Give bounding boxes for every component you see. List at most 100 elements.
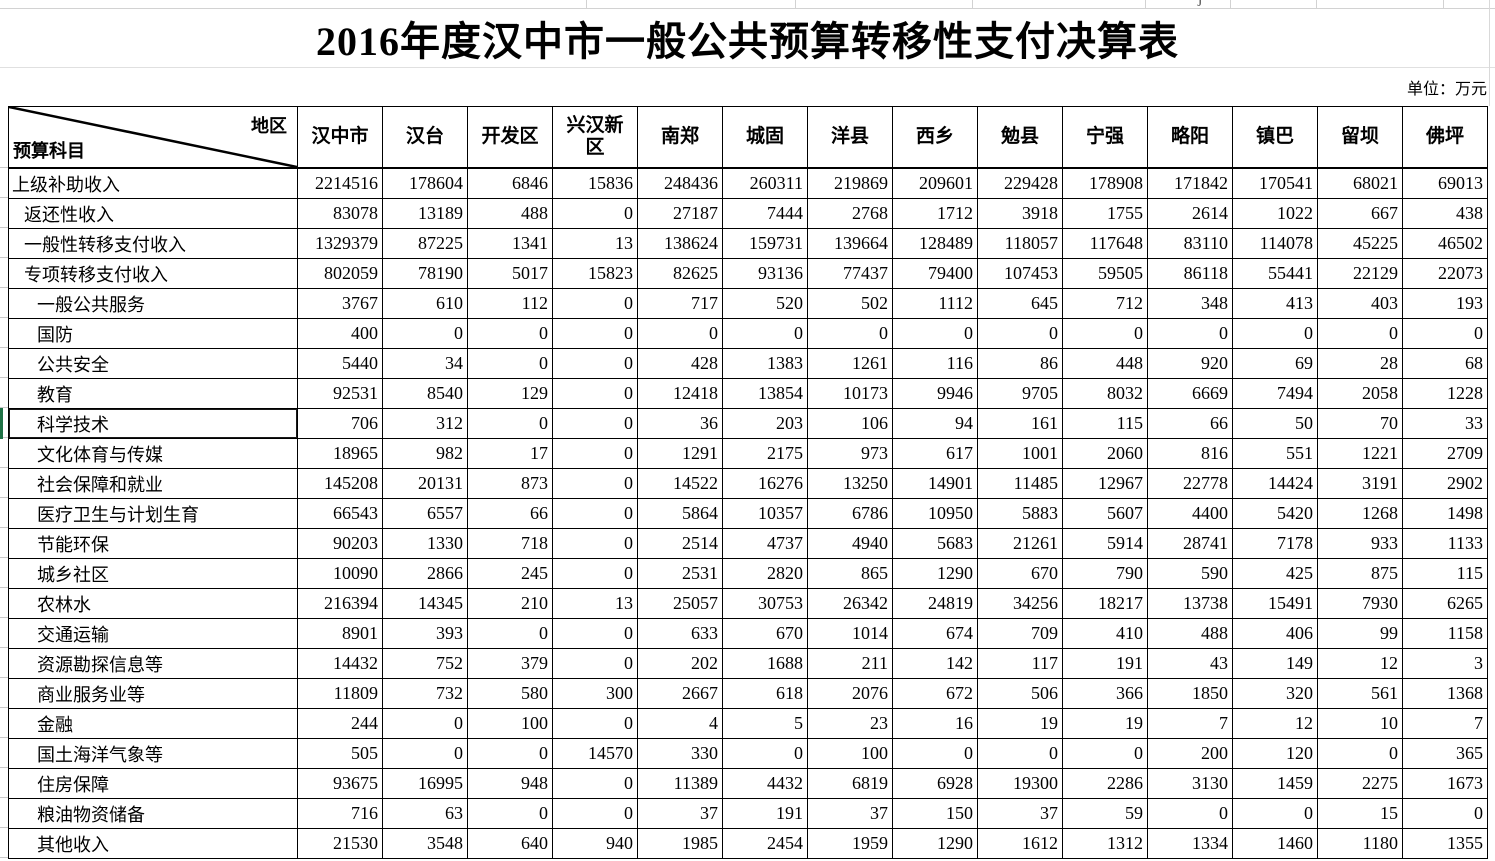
- column-header[interactable]: 留坝: [1318, 107, 1403, 169]
- value-cell[interactable]: 379: [468, 649, 553, 679]
- value-cell[interactable]: 107453: [978, 259, 1063, 289]
- value-cell[interactable]: 2275: [1318, 769, 1403, 799]
- value-cell[interactable]: 24819: [893, 589, 978, 619]
- value-cell[interactable]: 790: [1063, 559, 1148, 589]
- value-cell[interactable]: 68: [1403, 349, 1488, 379]
- value-cell[interactable]: 36: [638, 409, 723, 439]
- row-label[interactable]: 公共安全: [9, 349, 298, 379]
- value-cell[interactable]: 973: [808, 439, 893, 469]
- value-cell[interactable]: 5: [723, 709, 808, 739]
- value-cell[interactable]: 178908: [1063, 169, 1148, 199]
- value-cell[interactable]: 50: [1233, 409, 1318, 439]
- value-cell[interactable]: 13189: [383, 199, 468, 229]
- row-label[interactable]: 社会保障和就业: [9, 469, 298, 499]
- value-cell[interactable]: 506: [978, 679, 1063, 709]
- value-cell[interactable]: 79400: [893, 259, 978, 289]
- value-cell[interactable]: 1985: [638, 829, 723, 859]
- value-cell[interactable]: 19: [978, 709, 1063, 739]
- value-cell[interactable]: 63: [383, 799, 468, 829]
- row-label[interactable]: 商业服务业等: [9, 679, 298, 709]
- value-cell[interactable]: 37: [808, 799, 893, 829]
- value-cell[interactable]: 2667: [638, 679, 723, 709]
- value-cell[interactable]: 617: [893, 439, 978, 469]
- value-cell[interactable]: 22129: [1318, 259, 1403, 289]
- column-header[interactable]: 洋县: [808, 107, 893, 169]
- value-cell[interactable]: 802059: [298, 259, 383, 289]
- value-cell[interactable]: 1959: [808, 829, 893, 859]
- value-cell[interactable]: 12418: [638, 379, 723, 409]
- value-cell[interactable]: 83110: [1148, 229, 1233, 259]
- value-cell[interactable]: 150: [893, 799, 978, 829]
- value-cell[interactable]: 4400: [1148, 499, 1233, 529]
- value-cell[interactable]: 0: [893, 319, 978, 349]
- row-label[interactable]: 交通运输: [9, 619, 298, 649]
- value-cell[interactable]: 0: [553, 469, 638, 499]
- value-cell[interactable]: 551: [1233, 439, 1318, 469]
- value-cell[interactable]: 77437: [808, 259, 893, 289]
- value-cell[interactable]: 7178: [1233, 529, 1318, 559]
- value-cell[interactable]: 1180: [1318, 829, 1403, 859]
- value-cell[interactable]: 37: [978, 799, 1063, 829]
- value-cell[interactable]: 920: [1148, 349, 1233, 379]
- value-cell[interactable]: 0: [553, 709, 638, 739]
- value-cell[interactable]: 16: [893, 709, 978, 739]
- value-cell[interactable]: 488: [468, 199, 553, 229]
- value-cell[interactable]: 2514: [638, 529, 723, 559]
- value-cell[interactable]: 365: [1403, 739, 1488, 769]
- column-header[interactable]: 兴汉新区: [553, 107, 638, 169]
- value-cell[interactable]: 4: [638, 709, 723, 739]
- value-cell[interactable]: 438: [1403, 199, 1488, 229]
- value-cell[interactable]: 112: [468, 289, 553, 319]
- value-cell[interactable]: 561: [1318, 679, 1403, 709]
- value-cell[interactable]: 633: [638, 619, 723, 649]
- value-cell[interactable]: 209601: [893, 169, 978, 199]
- value-cell[interactable]: 11389: [638, 769, 723, 799]
- value-cell[interactable]: 8901: [298, 619, 383, 649]
- value-cell[interactable]: 2076: [808, 679, 893, 709]
- value-cell[interactable]: 982: [383, 439, 468, 469]
- row-label[interactable]: 教育: [9, 379, 298, 409]
- value-cell[interactable]: 0: [468, 739, 553, 769]
- value-cell[interactable]: 14424: [1233, 469, 1318, 499]
- value-cell[interactable]: 2531: [638, 559, 723, 589]
- value-cell[interactable]: 216394: [298, 589, 383, 619]
- value-cell[interactable]: 1268: [1318, 499, 1403, 529]
- value-cell[interactable]: 940: [553, 829, 638, 859]
- value-cell[interactable]: 46502: [1403, 229, 1488, 259]
- value-cell[interactable]: 66543: [298, 499, 383, 529]
- value-cell[interactable]: 0: [1403, 319, 1488, 349]
- value-cell[interactable]: 5683: [893, 529, 978, 559]
- value-cell[interactable]: 312: [383, 409, 468, 439]
- value-cell[interactable]: 0: [638, 319, 723, 349]
- row-label[interactable]: 农林水: [9, 589, 298, 619]
- value-cell[interactable]: 2820: [723, 559, 808, 589]
- row-label[interactable]: 节能环保: [9, 529, 298, 559]
- value-cell[interactable]: 9946: [893, 379, 978, 409]
- value-cell[interactable]: 0: [808, 319, 893, 349]
- value-cell[interactable]: 0: [468, 319, 553, 349]
- value-cell[interactable]: 93675: [298, 769, 383, 799]
- value-cell[interactable]: 26342: [808, 589, 893, 619]
- value-cell[interactable]: 33: [1403, 409, 1488, 439]
- value-cell[interactable]: 1755: [1063, 199, 1148, 229]
- value-cell[interactable]: 100: [468, 709, 553, 739]
- value-cell[interactable]: 425: [1233, 559, 1318, 589]
- value-cell[interactable]: 37: [638, 799, 723, 829]
- value-cell[interactable]: 18217: [1063, 589, 1148, 619]
- value-cell[interactable]: 709: [978, 619, 1063, 649]
- value-cell[interactable]: 94: [893, 409, 978, 439]
- value-cell[interactable]: 670: [978, 559, 1063, 589]
- value-cell[interactable]: 0: [723, 319, 808, 349]
- row-label[interactable]: 金融: [9, 709, 298, 739]
- value-cell[interactable]: 1158: [1403, 619, 1488, 649]
- value-cell[interactable]: 78190: [383, 259, 468, 289]
- value-cell[interactable]: 0: [1063, 319, 1148, 349]
- value-cell[interactable]: 45225: [1318, 229, 1403, 259]
- value-cell[interactable]: 1329379: [298, 229, 383, 259]
- value-cell[interactable]: 128489: [893, 229, 978, 259]
- value-cell[interactable]: 0: [383, 319, 468, 349]
- value-cell[interactable]: 13854: [723, 379, 808, 409]
- value-cell[interactable]: 22073: [1403, 259, 1488, 289]
- value-cell[interactable]: 674: [893, 619, 978, 649]
- value-cell[interactable]: 15823: [553, 259, 638, 289]
